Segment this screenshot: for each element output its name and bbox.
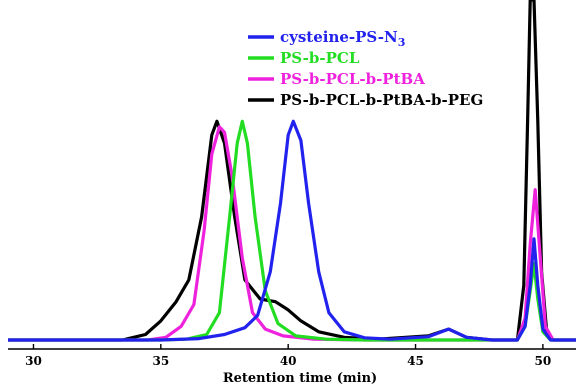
series-line-3 — [8, 125, 576, 342]
x-tick-label: 50 — [535, 354, 552, 368]
legend-label: PS-b-PCL — [280, 49, 360, 67]
x-tick-label: 40 — [280, 354, 297, 368]
x-axis-label: Retention time (min) — [223, 371, 377, 386]
legend: cysteine-PS-N3PS-b-PCLPS-b-PCL-b-PtBAPS-… — [248, 28, 483, 109]
x-tick-label: 45 — [407, 354, 424, 368]
legend-label-text: cysteine-PS-N — [280, 28, 398, 46]
x-tick-label: 30 — [25, 354, 42, 368]
series-line-2 — [8, 119, 576, 342]
x-axis-ticks: 30 35 40 45 50 — [25, 344, 551, 368]
legend-label-text: PS-b-PCL — [280, 49, 360, 67]
legend-label-subscript: 3 — [398, 36, 406, 49]
series-line-1 — [8, 119, 576, 342]
series-line-4 — [8, 0, 576, 342]
legend-label-text: PS-b-PCL-b-PtBA-b-PEG — [280, 91, 483, 109]
legend-label: cysteine-PS-N3 — [280, 28, 405, 49]
plot-area — [8, 0, 576, 342]
legend-label-text: PS-b-PCL-b-PtBA — [280, 70, 425, 88]
x-tick-label: 35 — [152, 354, 169, 368]
legend-label: PS-b-PCL-b-PtBA — [280, 70, 425, 88]
legend-label: PS-b-PCL-b-PtBA-b-PEG — [280, 91, 483, 109]
